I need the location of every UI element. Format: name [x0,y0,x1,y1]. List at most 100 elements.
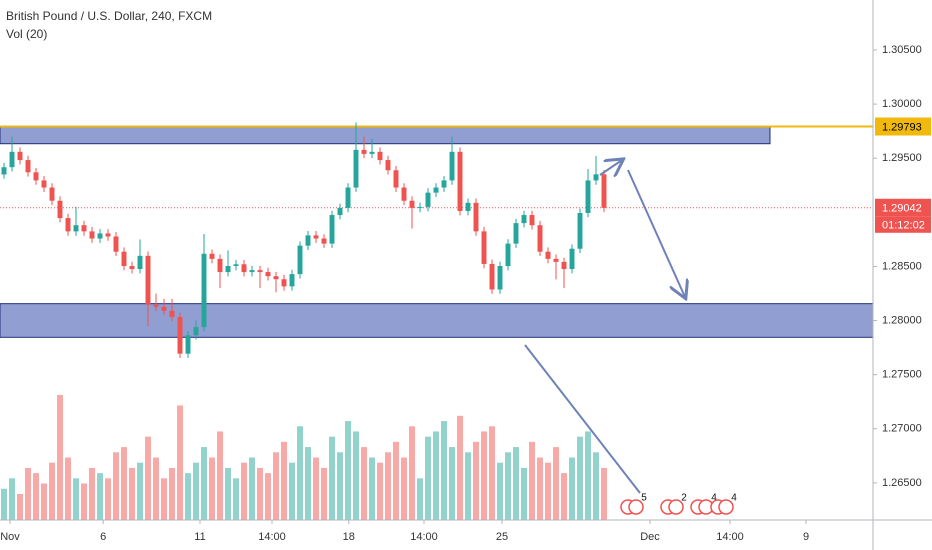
candle-body [489,263,495,290]
volume-bar [553,447,559,520]
candle-body [185,335,191,354]
volume-bar [449,447,455,520]
y-tick-label: 1.29500 [882,152,922,164]
y-tick-label: 1.27500 [882,369,922,381]
volume-bar [433,431,439,520]
candle-body [297,245,303,275]
countdown-tag [875,216,931,233]
candle-body [441,180,447,188]
volume-bar [521,467,527,520]
candle-body [105,233,111,237]
event-label: 5 [641,493,647,504]
x-tick-label: Nov [0,531,20,543]
volume-bar [505,452,511,520]
volume-bar [113,452,119,520]
volume-bar [529,441,535,520]
y-tick-label: 1.28000 [882,314,922,326]
y-tick-label: 1.30000 [882,98,922,110]
candle-body [529,215,535,226]
candle-body [145,255,151,305]
candle-body [545,251,551,259]
candle-body [409,200,415,208]
volume-bar [121,447,127,520]
candle-body [153,304,159,307]
event-marker [668,499,684,515]
candle-body [385,160,391,171]
volume-bar [329,436,335,520]
volume-bar [57,395,63,520]
chart-title: British Pound / U.S. Dollar, 240, FXCM [6,9,212,23]
candle-body [233,264,239,267]
candle-body [49,187,55,201]
volume-bar [353,431,359,520]
event-label: 4 [711,493,717,504]
volume-bar [241,462,247,520]
volume-bar [145,436,151,520]
volume-bar [281,441,287,520]
candle-body [177,316,183,354]
price-tag-label: 1.29793 [882,121,922,133]
event-label: 2 [681,493,687,504]
volume-bar [289,462,295,520]
event-label: 4 [731,493,737,504]
candle-body [433,187,439,193]
volume-bar [593,452,599,520]
volume-bar [249,457,255,520]
volume-bar [393,441,399,520]
volume-bar [537,457,543,520]
candle-body [513,223,519,244]
volume-bar [273,452,279,520]
candle-body [81,225,87,232]
volume-bar [17,493,23,520]
volume-bar [361,447,367,520]
volume-bar [601,467,607,520]
volume-bar [481,431,487,520]
volume-bar [425,436,431,520]
volume-bar [409,426,415,520]
volume-bar [177,405,183,520]
candle-body [377,151,383,161]
volume-bar [385,452,391,520]
candle-body [9,151,15,168]
price-tag-label: 1.29042 [882,203,922,215]
volume-bar [9,478,15,520]
volume-bar [81,483,87,520]
volume-bar [41,483,47,520]
x-tick-label: 25 [496,531,508,543]
candle-body [473,202,479,232]
volume-bar [1,488,7,520]
candle-body [449,151,455,181]
candle-body [329,215,335,244]
zone [0,303,874,338]
volume-bar [233,478,239,520]
countdown-label: 01:12:02 [882,220,925,232]
candle-body [553,258,559,262]
y-tick-label: 1.27000 [882,423,922,435]
candle-body [577,212,583,249]
volume-bar [265,473,271,520]
x-tick-label: 11 [194,531,205,543]
volume-bar [569,457,575,520]
volume-bar [585,431,591,520]
volume-bar [217,431,223,520]
arrow [627,169,685,297]
volume-bar [225,467,231,520]
volume-bar [337,452,343,520]
candle-body [225,266,231,273]
candle-body [561,261,567,270]
candle-body [465,202,471,212]
volume-bar [193,462,199,520]
candle-body [585,180,591,213]
volume-bar [465,452,471,520]
volume-bar [49,462,55,520]
candle-body [57,200,63,219]
volume-bar [345,421,351,520]
volume-bar [377,462,383,520]
volume-bar [561,473,567,520]
candle-body [369,151,375,154]
volume-label: Vol (20) [6,27,47,41]
candle-body [425,192,431,207]
volume-bar [201,447,207,520]
